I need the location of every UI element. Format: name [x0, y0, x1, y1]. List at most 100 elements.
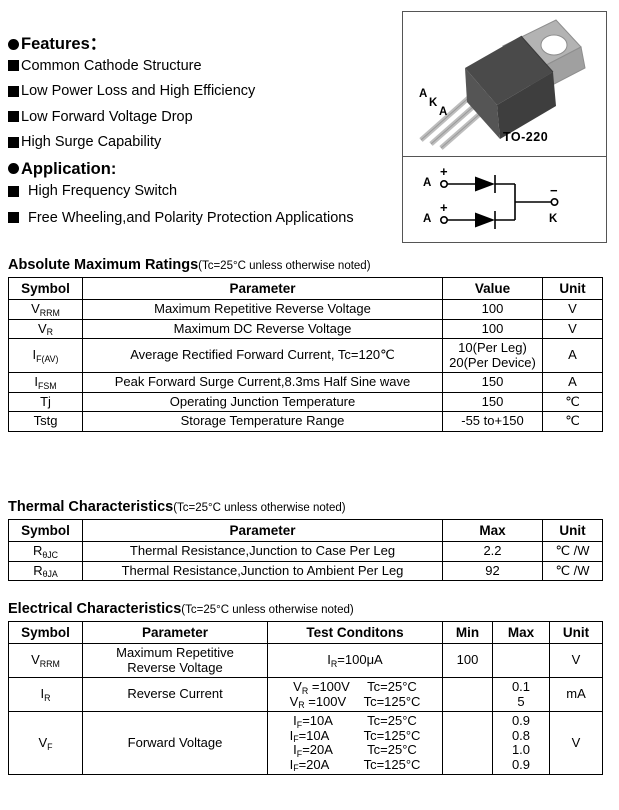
application-heading: Application: — [8, 159, 400, 178]
symbol-sub: RRM — [39, 658, 60, 669]
row-parameter: Storage Temperature Range — [82, 411, 443, 432]
condition-temp: Tc=125°C — [363, 727, 421, 743]
condition-temp: Tc=25°C — [367, 713, 417, 729]
row-parameter: Reverse Current — [82, 677, 268, 713]
symbol-base: V — [38, 735, 48, 751]
table-row: IR Reverse Current VR =100V Tc=25°C VR =1… — [8, 677, 603, 713]
row-parameter: Maximum Repetitive Reverse Voltage — [82, 299, 443, 320]
symbol-sub: FSM — [37, 380, 57, 391]
row-symbol: VRRM — [8, 299, 83, 320]
condition-value: =10A — [302, 713, 333, 729]
symbol-base: I — [32, 347, 37, 363]
condition-value: =100V — [308, 679, 350, 695]
col-max: Max — [492, 620, 550, 645]
condition-line: IR=100μA — [327, 652, 382, 669]
row-max: 0.9 0.8 1.0 0.9 — [492, 711, 550, 776]
row-symbol: VF — [8, 711, 83, 776]
row-symbol: IF(AV) — [8, 338, 83, 374]
thermal-characteristics-title: Thermal Characteristics(Tc=25°C unless o… — [8, 499, 602, 516]
condition-symbol-sub: R — [298, 700, 305, 711]
symbol-base: I — [34, 374, 38, 390]
row-test-conditions: VR =100V Tc=25°C VR =100V Tc=125°C — [267, 677, 443, 713]
filled-square-bullet-icon — [8, 111, 19, 123]
condition-symbol: V — [293, 679, 302, 695]
row-value: 150 — [442, 391, 543, 413]
feature-item-2: Low Power Loss and High Efficiency — [8, 84, 400, 99]
condition-symbol: V — [289, 693, 299, 709]
application-heading-label: Application: — [21, 159, 117, 178]
symbol-base: V — [31, 652, 40, 668]
symbol-base: Tstg — [33, 413, 58, 429]
features-application-block: Features： Common Cathode Structure Low P… — [8, 36, 400, 237]
table-header-row: Symbol Parameter Value Unit — [8, 276, 603, 301]
col-parameter: Parameter — [82, 276, 443, 301]
condition-symbol: I — [327, 652, 331, 668]
col-unit: Unit — [549, 620, 603, 645]
row-unit: V — [542, 318, 603, 340]
condition-value: =20A — [298, 756, 330, 772]
schematic-minus-sign: − — [550, 183, 558, 198]
table-row: IF(AV) Average Rectified Forward Current… — [8, 338, 603, 374]
row-parameter: Maximum DC Reverse Voltage — [82, 318, 443, 340]
row-symbol: IFSM — [8, 372, 83, 393]
row-parameter: Average Rectified Forward Current, Tc=12… — [82, 338, 443, 374]
feature-item-2-label: Low Power Loss and High Efficiency — [21, 83, 256, 99]
symbol-base: R — [33, 562, 43, 578]
condition-line: IF=20A Tc=125°C — [270, 756, 440, 773]
table-row: Tstg Storage Temperature Range -55 to+15… — [8, 411, 603, 432]
table-header-row: Symbol Parameter Test Conditons Min Max … — [8, 620, 603, 645]
row-symbol: IR — [8, 677, 83, 713]
schematic-anode-2-label: A — [423, 213, 432, 225]
symbol-sub: θJA — [42, 569, 58, 580]
row-test-conditions: IF=10A Tc=25°C IF=10A Tc=125°C IF=20A Tc=25… — [267, 711, 443, 776]
filled-square-bullet-icon — [8, 60, 19, 72]
feature-item-4-label: High Surge Capability — [21, 134, 162, 150]
table-row: Tj Operating Junction Temperature 150 ℃ — [8, 391, 603, 413]
symbol-sub: RRM — [39, 307, 60, 318]
row-value: 150 — [442, 372, 543, 393]
row-max — [492, 643, 550, 679]
condition-value: =10A — [298, 727, 330, 743]
row-parameter: Thermal Resistance,Junction to Ambient P… — [82, 560, 443, 582]
application-item-2-label: Free Wheeling,and Polarity Protection Ap… — [28, 209, 354, 226]
row-parameter: Peak Forward Surge Current,8.3ms Half Si… — [82, 372, 443, 393]
electrical-characteristics-table: Symbol Parameter Test Conditons Min Max … — [8, 620, 603, 776]
row-unit: mA — [549, 677, 603, 713]
col-symbol: Symbol — [8, 518, 83, 543]
col-max: Max — [442, 518, 543, 543]
row-value: 100 — [442, 318, 543, 340]
condition-value: =100V — [304, 693, 347, 709]
row-unit: ℃ /W — [542, 541, 603, 562]
schematic-anode-1-label: A — [423, 177, 432, 189]
symbol-sub: θJC — [42, 549, 59, 560]
row-parameter: Forward Voltage — [82, 711, 268, 776]
condition-temp: Tc=25°C — [367, 679, 417, 695]
row-value: 100 — [442, 299, 543, 320]
row-symbol: VRRM — [8, 643, 83, 679]
row-unit: A — [542, 372, 603, 393]
condition-line: IF=20A Tc=25°C — [270, 742, 440, 759]
abs-title-condition: (Tc=25°C unless otherwise noted) — [198, 260, 371, 272]
pin-label-k: K — [429, 97, 438, 109]
table-row: IFSM Peak Forward Surge Current,8.3ms Ha… — [8, 372, 603, 393]
col-symbol: Symbol — [8, 276, 83, 301]
filled-circle-bullet-icon — [8, 38, 19, 50]
symbol-base: V — [31, 301, 40, 317]
symbol-sub: F(AV) — [36, 353, 59, 364]
pin-label-a1: A — [419, 88, 428, 100]
symbol-base: I — [40, 686, 45, 702]
col-unit: Unit — [542, 518, 603, 543]
condition-line: IF=10A Tc=25°C — [270, 713, 440, 729]
row-unit: A — [542, 338, 603, 374]
table-row: VRRM Maximum Repetitive Reverse Voltage … — [8, 643, 603, 679]
symbol-base: R — [32, 543, 43, 559]
table-row: RθJA Thermal Resistance,Junction to Ambi… — [8, 560, 603, 582]
table-row: VR Maximum DC Reverse Voltage 100 V — [8, 318, 603, 340]
row-value: 10(Per Leg) 20(Per Device) — [442, 338, 543, 374]
condition-value: =20A — [302, 742, 333, 758]
elec-title-text: Electrical Characteristics — [8, 601, 182, 617]
condition-temp: Tc=125°C — [363, 756, 421, 772]
filled-square-bullet-icon — [8, 185, 19, 197]
package-caption: TO-220 — [503, 130, 549, 144]
col-parameter: Parameter — [82, 518, 443, 543]
